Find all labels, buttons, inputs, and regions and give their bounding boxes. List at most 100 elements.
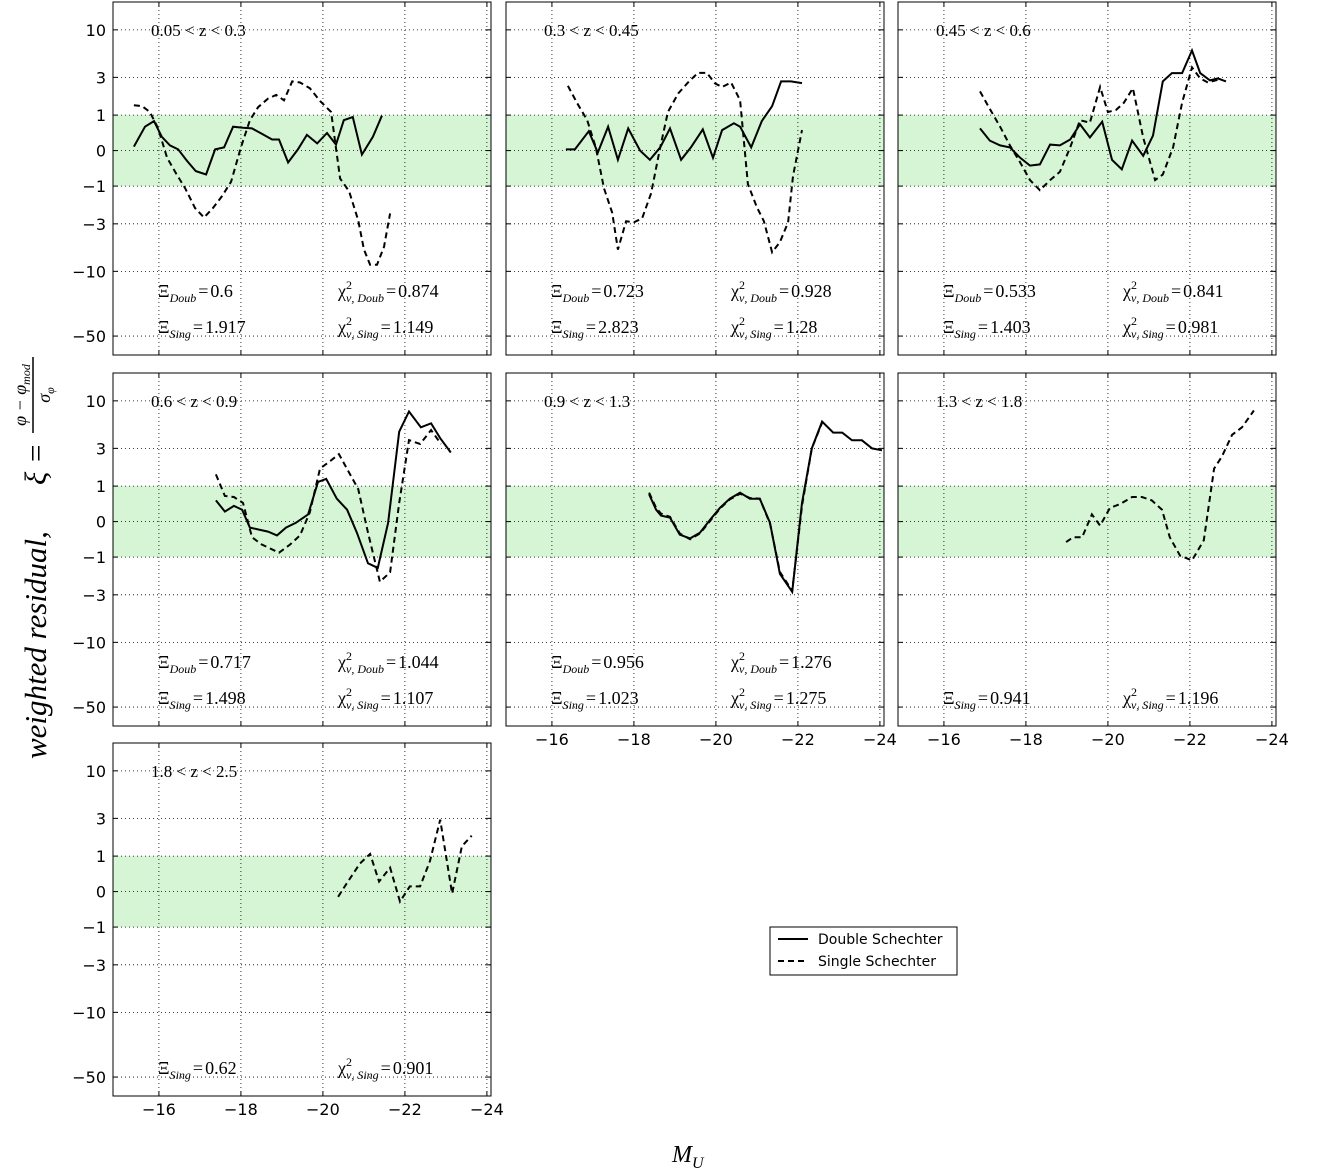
numerator-text: φ − φ	[10, 385, 30, 426]
x-tick-label: −24	[1255, 730, 1289, 749]
statistic: χ2 ν, Doub = 0.841	[1122, 278, 1224, 305]
y-tick-label: −3	[82, 586, 106, 605]
stat-sub: ν, Sing	[739, 698, 772, 712]
stat-sub: ν, Doub	[739, 662, 777, 676]
panel-title: 0.45 < z < 0.6	[936, 21, 1031, 40]
x-tick-label: −24	[863, 730, 897, 749]
stat-symbol: Ξ	[158, 652, 170, 672]
stat-relation: =	[1166, 317, 1176, 337]
x-axis-label: MU	[671, 1142, 705, 1172]
stat-relation: =	[983, 281, 993, 301]
x-tick-label: −20	[699, 730, 733, 749]
stat-relation: =	[193, 688, 203, 708]
panel-frame	[112, 742, 492, 1097]
series-line	[133, 80, 392, 266]
stat-sub: Doub	[169, 662, 197, 676]
stat-value: 1.403	[990, 317, 1031, 337]
stat-value: 1.107	[393, 688, 434, 708]
stat-sub: ν, Sing	[1131, 698, 1164, 712]
stat-sub: ν, Sing	[739, 327, 772, 341]
stat-value: 0.62	[205, 1058, 237, 1078]
y-tick-label: −1	[82, 918, 106, 937]
series-line	[565, 80, 803, 164]
stat-value: 1.498	[205, 688, 246, 708]
stat-sub: ν, Sing	[346, 1068, 379, 1082]
y-tick-label: −50	[72, 327, 106, 346]
statistic: ΞSing = 2.823	[551, 317, 639, 341]
stat-sup: 2	[346, 278, 352, 292]
x-tick-label: −20	[1091, 730, 1125, 749]
stat-symbol: Ξ	[943, 281, 955, 301]
stat-relation: =	[779, 281, 789, 301]
stat-relation: =	[591, 281, 601, 301]
stat-symbol: χ	[337, 281, 346, 301]
stat-value: 0.981	[1178, 317, 1219, 337]
statistic: χ2 ν, Doub = 1.044	[337, 649, 439, 676]
stat-symbol: Ξ	[943, 317, 955, 337]
stat-symbol: χ	[730, 688, 739, 708]
x-tick-label: −16	[927, 730, 961, 749]
statistic: χ2 ν, Sing = 0.981	[1122, 314, 1218, 341]
stat-sub: ν, Doub	[1131, 291, 1169, 305]
y-tick-label: 0	[96, 513, 106, 532]
panel-title: 0.6 < z < 0.9	[151, 392, 237, 411]
panel-frame	[897, 1, 1277, 356]
stat-relation: =	[381, 688, 391, 708]
y-tick-label: 0	[96, 883, 106, 902]
stat-value: 1.28	[786, 317, 818, 337]
statistic: ΞDoub = 0.533	[943, 281, 1036, 305]
stat-relation: =	[381, 317, 391, 337]
y-tick-label: 3	[96, 809, 106, 828]
stat-sub: ν, Doub	[346, 662, 384, 676]
stat-sub: ν, Doub	[346, 291, 384, 305]
stat-sub: Sing	[170, 327, 191, 341]
y-axis-label: weighted residual, ξ = φ − φmod σφ	[10, 357, 57, 759]
stat-value: 1.917	[205, 317, 246, 337]
stat-sup: 2	[739, 278, 745, 292]
stat-value: 1.023	[598, 688, 639, 708]
stat-sub: ν, Sing	[346, 327, 379, 341]
stat-symbol: Ξ	[551, 317, 563, 337]
stat-sup: 2	[739, 649, 745, 663]
legend-box	[769, 926, 958, 976]
y-tick-label: −3	[82, 215, 106, 234]
stat-symbol: Ξ	[551, 281, 563, 301]
stat-value: 0.6	[210, 281, 233, 301]
stat-value: 0.841	[1183, 281, 1224, 301]
stat-relation: =	[193, 317, 203, 337]
statistic: χ2 ν, Sing = 1.107	[337, 685, 433, 712]
stat-symbol: χ	[730, 281, 739, 301]
stat-relation: =	[774, 688, 784, 708]
y-tick-label: 1	[96, 106, 106, 125]
stat-symbol: Ξ	[943, 688, 955, 708]
stat-sup: 2	[739, 314, 745, 328]
stat-symbol: Ξ	[158, 281, 170, 301]
stat-sub: Sing	[170, 1068, 191, 1082]
stat-sub: Sing	[955, 327, 976, 341]
panel-title: 0.05 < z < 0.3	[151, 21, 246, 40]
y-tick-label: −10	[72, 262, 106, 281]
y-tick-label: 3	[96, 439, 106, 458]
stat-sub: Sing	[170, 698, 191, 712]
x-tick-label: −18	[1009, 730, 1043, 749]
stat-value: 0.533	[995, 281, 1036, 301]
y-tick-label: −1	[82, 548, 106, 567]
series-line	[337, 819, 473, 904]
y-tick-label: 0	[96, 142, 106, 161]
panel: 0.45 < z < 0.6 ΞDoub = 0.533 χ2 ν, Doub = 0.841…	[897, 1, 1277, 356]
statistic: ΞDoub = 0.6	[158, 281, 233, 305]
series-line	[979, 65, 1219, 192]
panel-frame	[112, 1, 492, 356]
stat-value: 0.874	[398, 281, 439, 301]
legend-label: Double Schechter	[818, 932, 943, 948]
statistic: χ2 ν, Sing = 1.275	[730, 685, 826, 712]
panel-frame	[505, 372, 885, 727]
series-line	[214, 428, 442, 584]
stat-relation: =	[381, 1058, 391, 1078]
